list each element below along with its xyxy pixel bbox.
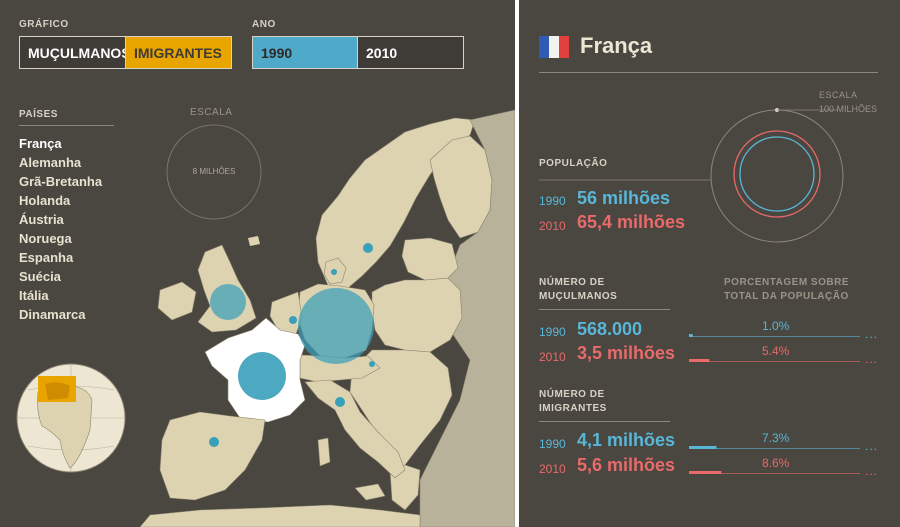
pop-2010-value: 65,4 milhões xyxy=(577,212,686,232)
paises-label: PAÍSES xyxy=(19,109,58,120)
mus-2010-year: 2010 xyxy=(539,350,566,364)
ano-label: ANO xyxy=(252,19,276,30)
bubble-great-britain xyxy=(210,284,246,320)
scale-label: ESCALA xyxy=(190,107,233,118)
scale-value: 8 MILHÕES xyxy=(192,167,236,176)
map-panel: GRÁFICO MUÇULMANOS IMIGRANTES ANO 1990 2… xyxy=(0,0,515,527)
france-flag-icon xyxy=(539,36,569,58)
scale-value-right: 100 MILHÕES xyxy=(819,104,878,114)
muculmanos-label-1: NÚMERO DE xyxy=(539,277,605,288)
country-item-dinamarca[interactable]: Dinamarca xyxy=(19,307,86,322)
bubble-france xyxy=(238,352,286,400)
bubble-spain xyxy=(209,437,219,447)
imi-1990-value: 4,1 milhões xyxy=(577,430,676,450)
bubble-denmark xyxy=(331,269,337,275)
land-ireland xyxy=(157,281,197,321)
bar-imi-1990 xyxy=(689,446,717,449)
toggle-imigrantes[interactable]: IMIGRANTES xyxy=(125,36,232,69)
bubble-germany xyxy=(298,288,374,364)
land-iberia xyxy=(159,411,266,501)
mus-2010-pct: 5.4% xyxy=(762,344,790,358)
detail-panel: França ESCALA 100 MILHÕES POPULAÇÃO 1990… xyxy=(519,0,900,527)
imi-1990-pct: 7.3% xyxy=(762,431,790,445)
imi-2010-pct: 8.6% xyxy=(762,456,790,470)
imi-2010-more: ... xyxy=(865,464,879,478)
scale-ring xyxy=(710,109,844,243)
paises-divider xyxy=(19,125,114,126)
country-item-holanda[interactable]: Holanda xyxy=(19,193,71,208)
land-islands xyxy=(248,236,260,246)
locator-globe-icon xyxy=(16,363,126,473)
imi-2010-value: 5,6 milhões xyxy=(577,455,676,475)
land-finland xyxy=(429,135,493,239)
detail-graphics xyxy=(539,36,878,474)
country-item-franca[interactable]: França xyxy=(19,136,62,151)
imi-1990-year: 1990 xyxy=(539,437,566,451)
country-item-noruega[interactable]: Noruega xyxy=(19,231,72,246)
bubble-netherlands xyxy=(289,316,297,324)
mus-1990-more: ... xyxy=(865,327,879,341)
scale-circle xyxy=(166,124,262,220)
land-sardinia xyxy=(317,437,331,467)
country-item-gra-bretanha[interactable]: Grã-Bretanha xyxy=(19,174,103,189)
europe-map xyxy=(16,109,515,527)
pop-1990-year: 1990 xyxy=(539,194,566,208)
pct-header-2: TOTAL DA POPULAÇÃO xyxy=(724,291,849,302)
mus-1990-pct: 1.0% xyxy=(762,319,790,333)
country-title: França xyxy=(580,33,653,58)
toggle-year-1990[interactable]: 1990 xyxy=(252,36,358,69)
country-item-alemanha[interactable]: Alemanha xyxy=(19,155,82,170)
pop-1990-ring xyxy=(739,136,815,212)
bubble-sweden xyxy=(363,243,373,253)
pop-2010-ring xyxy=(733,130,821,218)
toggle-muculmanos[interactable]: MUÇULMANOS xyxy=(19,36,131,69)
imi-1990-more: ... xyxy=(865,439,879,453)
grafico-label: GRÁFICO xyxy=(19,19,69,30)
country-item-italia[interactable]: Itália xyxy=(19,288,49,303)
populacao-label: POPULAÇÃO xyxy=(539,158,608,169)
scale-label-right: ESCALA xyxy=(819,90,858,100)
mus-1990-year: 1990 xyxy=(539,325,566,339)
bubble-austria xyxy=(369,361,375,367)
imigrantes-label-2: IMIGRANTES xyxy=(539,403,607,414)
muculmanos-label-2: MUÇULMANOS xyxy=(539,291,618,302)
land-sicily xyxy=(354,483,386,501)
bubble-italy xyxy=(335,397,345,407)
bar-mus-2010 xyxy=(689,359,710,362)
mus-2010-value: 3,5 milhões xyxy=(577,343,676,363)
pct-header-1: PORCENTAGEM SOBRE xyxy=(724,277,849,288)
land-italy xyxy=(304,379,406,479)
pop-1990-value: 56 milhões xyxy=(577,188,671,208)
country-item-suecia[interactable]: Suécia xyxy=(19,269,61,284)
mus-1990-value: 568.000 xyxy=(577,319,643,339)
land-baltics xyxy=(401,237,459,281)
pop-2010-year: 2010 xyxy=(539,219,566,233)
toggle-year-2010[interactable]: 2010 xyxy=(357,36,464,69)
mus-2010-more: ... xyxy=(865,352,879,366)
land-central xyxy=(371,277,463,353)
land-north-africa xyxy=(139,504,421,527)
imi-2010-year: 2010 xyxy=(539,462,566,476)
imigrantes-label-1: NÚMERO DE xyxy=(539,389,605,400)
bar-imi-2010 xyxy=(689,471,722,474)
country-item-austria[interactable]: Áustria xyxy=(19,212,64,227)
bar-mus-1990 xyxy=(689,334,693,337)
country-item-espanha[interactable]: Espanha xyxy=(19,250,74,265)
